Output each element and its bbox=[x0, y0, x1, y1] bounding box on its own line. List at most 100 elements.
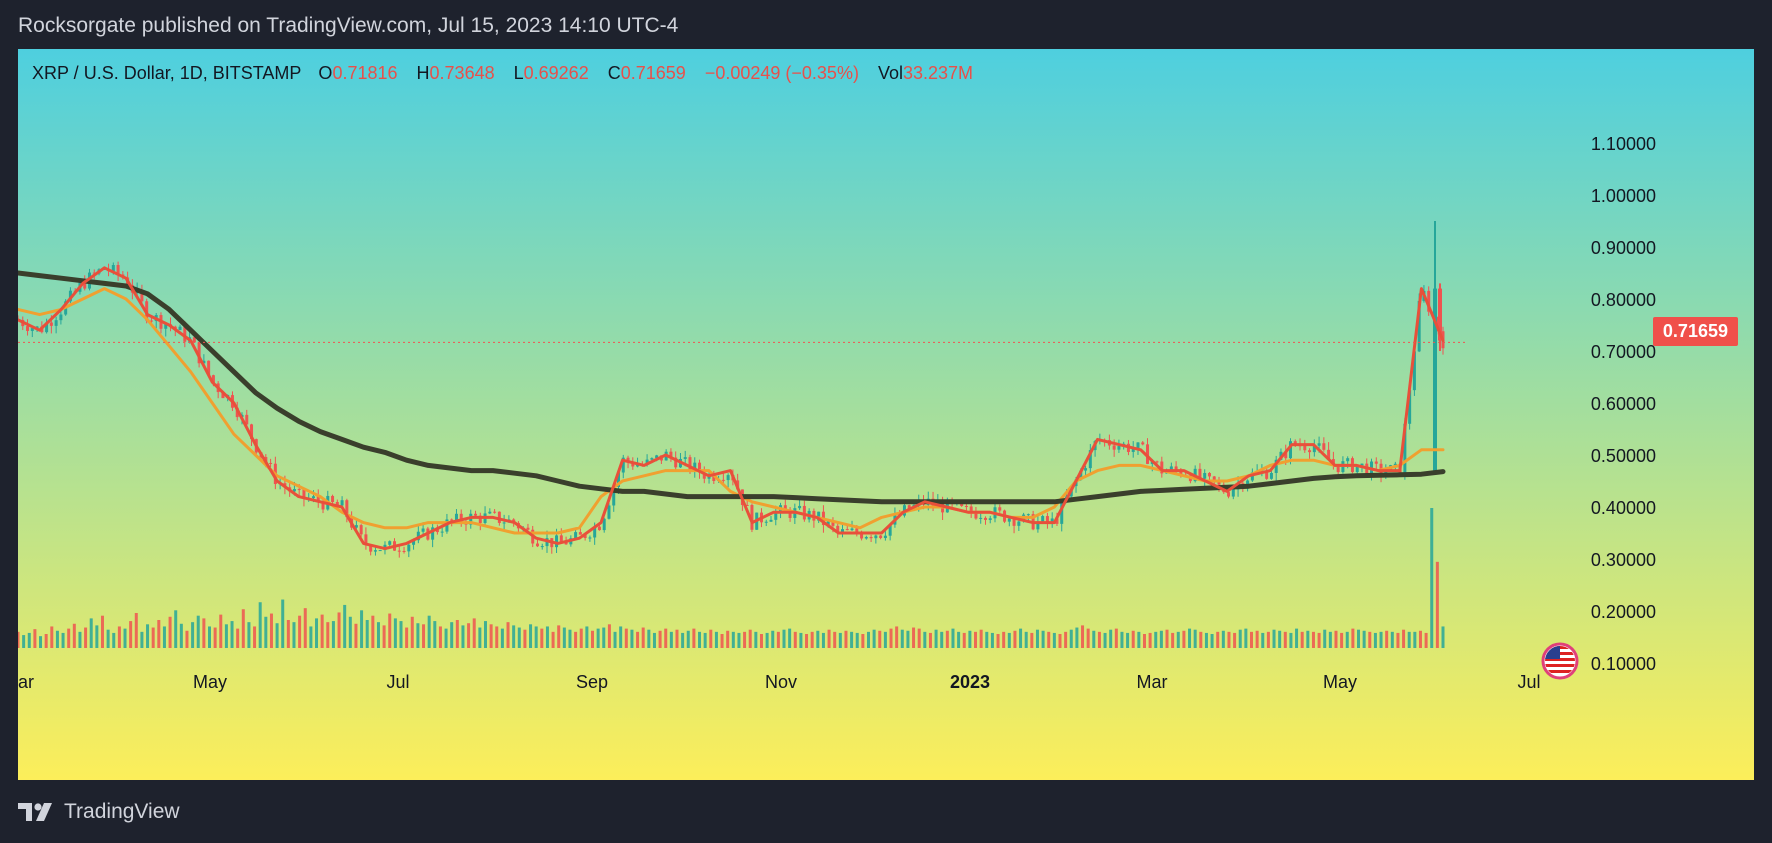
volume-bar bbox=[799, 632, 803, 648]
x-tick-label: Mar bbox=[1137, 672, 1168, 692]
candle-body bbox=[831, 521, 835, 526]
candle-body bbox=[164, 324, 168, 329]
volume-bar bbox=[602, 627, 606, 648]
candle-body bbox=[1146, 444, 1150, 464]
volume-bar bbox=[1058, 634, 1062, 648]
volume-bar bbox=[298, 615, 302, 648]
volume-bar bbox=[219, 614, 223, 648]
volume-bar bbox=[438, 626, 442, 648]
volume-bar bbox=[957, 631, 961, 648]
volume-bar bbox=[179, 623, 183, 648]
y-tick-label: 1.00000 bbox=[1591, 186, 1656, 206]
y-tick-label: 0.70000 bbox=[1591, 342, 1656, 362]
volume-bar bbox=[281, 599, 285, 648]
candle-body bbox=[1412, 351, 1416, 391]
volume-bar bbox=[1052, 632, 1056, 648]
candle-body bbox=[1393, 463, 1397, 466]
volume-bar bbox=[585, 626, 589, 648]
volume-bar bbox=[692, 628, 696, 648]
candle-body bbox=[183, 326, 187, 342]
volume-bar bbox=[900, 629, 904, 648]
volume-bar bbox=[174, 610, 178, 648]
volume-bar bbox=[1047, 631, 1051, 648]
candle-body bbox=[1327, 449, 1331, 460]
candle-body bbox=[454, 513, 458, 521]
candle-body bbox=[478, 515, 482, 523]
candle-body bbox=[1017, 521, 1021, 526]
candle-body bbox=[335, 501, 339, 506]
high-label: H bbox=[416, 63, 430, 83]
volume-bar bbox=[517, 627, 521, 648]
price-chart[interactable]: 1.10000 1.00000 0.90000 0.80000 0.70000 0.600… bbox=[18, 49, 1754, 780]
volume-bar bbox=[596, 628, 600, 648]
candle-body bbox=[998, 507, 1002, 511]
volume-bar bbox=[208, 626, 212, 648]
candle-body bbox=[1250, 472, 1254, 481]
x-tick-label: Jul bbox=[1517, 672, 1540, 692]
candle-body bbox=[269, 462, 273, 464]
x-tick-label: Jul bbox=[386, 672, 409, 692]
x-tick-label: ar bbox=[18, 672, 34, 692]
candle-body bbox=[655, 455, 659, 459]
volume-bar bbox=[72, 623, 76, 648]
candle-body bbox=[1288, 441, 1292, 459]
volume-bar bbox=[748, 629, 752, 648]
volume-bar bbox=[669, 631, 673, 648]
volume-bar bbox=[1002, 631, 1006, 648]
volume-bar bbox=[478, 627, 482, 648]
moving-average-layer bbox=[18, 266, 1446, 551]
candle-body bbox=[140, 289, 144, 302]
volume-bar bbox=[1396, 632, 1400, 648]
volume-bar bbox=[1283, 631, 1287, 648]
candle-body bbox=[783, 505, 787, 510]
volume-bar bbox=[1103, 632, 1107, 648]
volume-bar bbox=[1154, 631, 1158, 648]
volume-bar bbox=[917, 628, 921, 648]
volume-bar bbox=[1435, 561, 1439, 648]
candle-body bbox=[788, 509, 792, 518]
chart-panel[interactable]: 1.10000 1.00000 0.90000 0.80000 0.70000 0.600… bbox=[18, 49, 1754, 780]
volume-bar bbox=[743, 631, 747, 648]
candle-body bbox=[316, 496, 320, 503]
volume-bar bbox=[89, 618, 93, 648]
volume-bar bbox=[422, 624, 426, 648]
volume-bar bbox=[765, 632, 769, 648]
volume-bar bbox=[1413, 631, 1417, 648]
candle-body bbox=[54, 320, 58, 326]
chart-background bbox=[18, 49, 1754, 780]
candle-body bbox=[964, 505, 968, 507]
volume-bar bbox=[1086, 628, 1090, 648]
volume-bar bbox=[1424, 632, 1428, 648]
volume-bar bbox=[191, 622, 195, 648]
volume-bar bbox=[371, 615, 375, 648]
high-value: 0.73648 bbox=[429, 63, 495, 83]
volume-bar bbox=[247, 622, 251, 648]
volume-bar bbox=[912, 627, 916, 648]
us-flag-icon[interactable] bbox=[1538, 642, 1582, 680]
volume-bar bbox=[1109, 629, 1113, 648]
footer-brand[interactable]: TradingView bbox=[64, 800, 180, 823]
volume-bar bbox=[185, 630, 189, 648]
volume-bar bbox=[467, 623, 471, 648]
volume-bar bbox=[613, 631, 617, 648]
volume-bar bbox=[844, 630, 848, 648]
candle-body bbox=[726, 475, 730, 481]
x-tick-label: 2023 bbox=[950, 672, 990, 692]
candle-body bbox=[1227, 492, 1231, 497]
candle-body bbox=[502, 522, 506, 524]
candle-body bbox=[421, 528, 425, 532]
volume-bar bbox=[962, 632, 966, 648]
volume-bar bbox=[258, 602, 262, 648]
candle-body bbox=[969, 506, 973, 513]
volume-bar bbox=[574, 631, 578, 648]
volume-bar bbox=[895, 626, 899, 648]
volume-bar bbox=[996, 634, 1000, 648]
volume-bar bbox=[1013, 630, 1017, 648]
low-label: L bbox=[513, 63, 524, 83]
candle-body bbox=[817, 511, 821, 521]
candle-body bbox=[1007, 518, 1011, 522]
candle-body bbox=[769, 519, 773, 522]
candle-body bbox=[30, 328, 34, 331]
candle-body bbox=[1438, 288, 1442, 341]
volume-bar bbox=[1165, 629, 1169, 648]
